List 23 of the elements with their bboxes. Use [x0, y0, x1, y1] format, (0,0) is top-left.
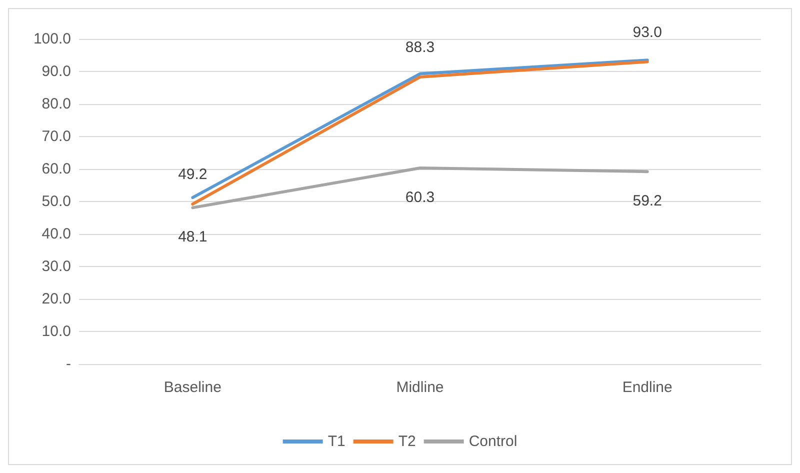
y-tick-label: 10.0 — [42, 323, 71, 340]
y-tick-label: 100.0 — [33, 30, 71, 48]
data-label: 49.2 — [178, 166, 208, 184]
y-tick-label: 50.0 — [42, 193, 71, 210]
y-tick-label: 70.0 — [42, 128, 71, 145]
x-tick-label: Endline — [622, 379, 672, 396]
data-label: 48.1 — [178, 228, 208, 246]
legend-label: T2 — [398, 433, 416, 450]
y-tick-label: 30.0 — [42, 258, 71, 275]
y-tick-label: 60.0 — [42, 160, 71, 178]
data-label: 93.0 — [632, 24, 662, 41]
data-label: 59.2 — [632, 192, 662, 210]
y-tick-label: - — [66, 356, 71, 372]
x-tick-label: Midline — [396, 379, 444, 396]
y-tick-label: 40.0 — [42, 226, 71, 242]
data-label: 88.3 — [405, 39, 435, 56]
legend-label: Control — [468, 433, 518, 450]
data-label: 60.3 — [405, 189, 435, 206]
y-tick-label: 90.0 — [42, 63, 71, 80]
x-tick-label: Baseline — [164, 379, 222, 396]
y-tick-label: 20.0 — [42, 290, 71, 308]
y-tick-label: 80.0 — [42, 96, 71, 112]
legend-label: T1 — [328, 433, 346, 450]
